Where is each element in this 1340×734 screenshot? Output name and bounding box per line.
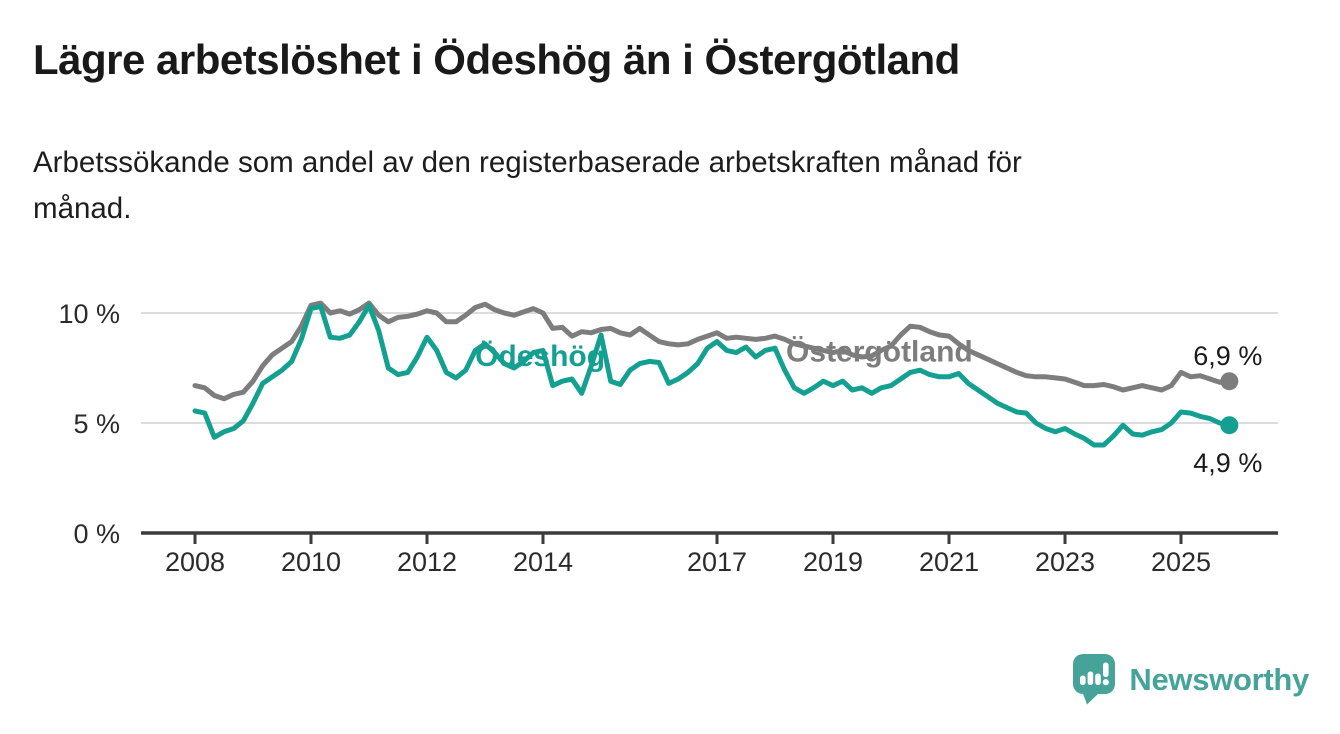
- x-tick-label: 2010: [281, 547, 341, 577]
- series-endpoint-odeshog: [1220, 416, 1239, 435]
- x-tick-label: 2014: [513, 547, 573, 577]
- x-tick-label: 2019: [803, 547, 863, 577]
- newsworthy-brand: Newsworthy: [1072, 653, 1309, 706]
- series-line-odeshog: [192, 302, 1232, 448]
- y-tick-label: 10 %: [58, 299, 120, 329]
- x-tick-label: 2021: [919, 547, 979, 577]
- x-tick-label: 2023: [1035, 547, 1095, 577]
- page-title: Lägre arbetslöshet i Ödeshög än i Österg…: [33, 36, 960, 83]
- series-name-label-ostergotland: Östergötland: [786, 336, 973, 369]
- chart-subtitle-line1: Arbetssökande som andel av den registerb…: [33, 146, 1022, 179]
- x-tick-label: 2008: [165, 547, 225, 577]
- x-tick-label: 2025: [1151, 547, 1211, 577]
- chart-subtitle: Arbetssökande som andel av den registerb…: [33, 140, 1253, 232]
- x-tick-label: 2012: [397, 547, 457, 577]
- end-value-label-ostergotland: 6,9 %: [1193, 341, 1262, 371]
- y-tick-label: 5 %: [73, 409, 120, 439]
- series-line-ostergotland: [192, 300, 1232, 402]
- chart-subtitle-line2: månad.: [33, 192, 132, 225]
- end-value-label-odeshog: 4,9 %: [1193, 448, 1262, 478]
- newsworthy-logo-icon: [1073, 654, 1116, 705]
- series-endpoint-ostergotland: [1220, 372, 1239, 391]
- y-tick-label: 0 %: [73, 519, 120, 549]
- x-tick-label: 2017: [687, 547, 747, 577]
- series-name-label-odeshog: Ödeshög: [475, 340, 605, 373]
- unemployment-chart: 0 % 5 % 10 % 2008 2010 2012 2014 2017 2019 2021 20…: [58, 299, 1278, 577]
- newsworthy-logo-text: Newsworthy: [1129, 661, 1309, 697]
